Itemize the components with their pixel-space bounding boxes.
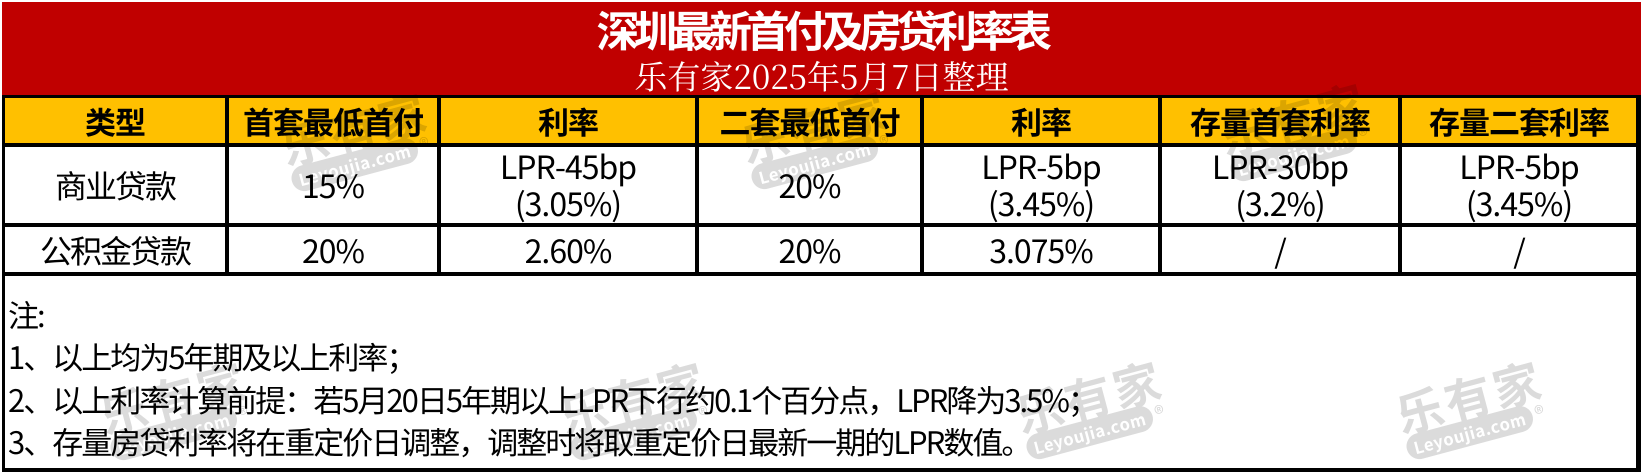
- row-fund-existing-first-rate: /: [1274, 226, 1287, 273]
- column-divider-6: [1398, 95, 1402, 276]
- notes-label: 注:: [8, 291, 46, 336]
- row-fund-second-downpayment: 20%: [778, 226, 842, 273]
- row-commercial-type: 商业贷款: [54, 161, 177, 208]
- header-cell-existing-first-rate: 存量首套利率: [1190, 98, 1371, 143]
- note-item-1: 1、以上均为5年期及以上利率；: [8, 333, 417, 378]
- row-commercial-second-downpayment: 20%: [778, 161, 842, 208]
- page-subtitle: 乐有家2025年5月7日整理: [634, 52, 1009, 99]
- row-fund-first-downpayment: 20%: [302, 226, 365, 273]
- table-border-left: [2, 95, 5, 472]
- header-cell-first-rate: 利率: [538, 98, 599, 143]
- row-commercial-second-rate: LPR-5bp (3.45%): [981, 143, 1101, 226]
- row-commercial-first-rate: LPR-45bp (3.05%): [499, 143, 637, 226]
- table-border-row2-bottom: [2, 272, 1641, 276]
- header-cell-second-rate: 利率: [1011, 98, 1072, 143]
- note-item-3: 3、存量房贷利率将在重定价日调整，调整时将取重定价日最新一期的LPR数值。: [8, 418, 1032, 463]
- header-cell-second-downpayment: 二套最低首付: [719, 98, 901, 143]
- table-border-right: [1636, 95, 1641, 472]
- column-divider-1: [225, 95, 229, 276]
- table-border-row1-bottom: [2, 223, 1641, 227]
- header-cell-type: 类型: [85, 98, 146, 143]
- row-fund-second-rate: 3.075%: [989, 226, 1093, 273]
- row-commercial-existing-first-rate: LPR-30bp (3.2%): [1211, 143, 1349, 226]
- row-commercial-first-downpayment: 15%: [302, 161, 365, 208]
- row-fund-first-rate: 2.60%: [524, 226, 613, 273]
- table-border-header-bottom: [2, 143, 1641, 147]
- note-item-2: 2、以上利率计算前提：若5月20日5年期以上LPR下行约0.1个百分点，LPR降…: [8, 376, 1099, 421]
- column-divider-2: [437, 95, 441, 276]
- title-banner: 深圳最新首付及房贷利率表 乐有家2025年5月7日整理: [2, 0, 1641, 99]
- header-cell-first-downpayment: 首套最低首付: [243, 98, 424, 143]
- header-cell-existing-second-rate: 存量二套利率: [1429, 98, 1610, 143]
- row-commercial-existing-second-rate: LPR-5bp (3.45%): [1459, 143, 1579, 226]
- page-title: 深圳最新首付及房贷利率表: [596, 0, 1053, 60]
- row-fund-existing-second-rate: /: [1513, 226, 1526, 273]
- column-divider-4: [920, 95, 924, 276]
- column-divider-5: [1158, 95, 1162, 276]
- table-border-bottom: [2, 468, 1641, 472]
- row-fund-type: 公积金贷款: [39, 226, 192, 273]
- column-divider-3: [695, 95, 699, 276]
- table-border-top: [2, 95, 1641, 98]
